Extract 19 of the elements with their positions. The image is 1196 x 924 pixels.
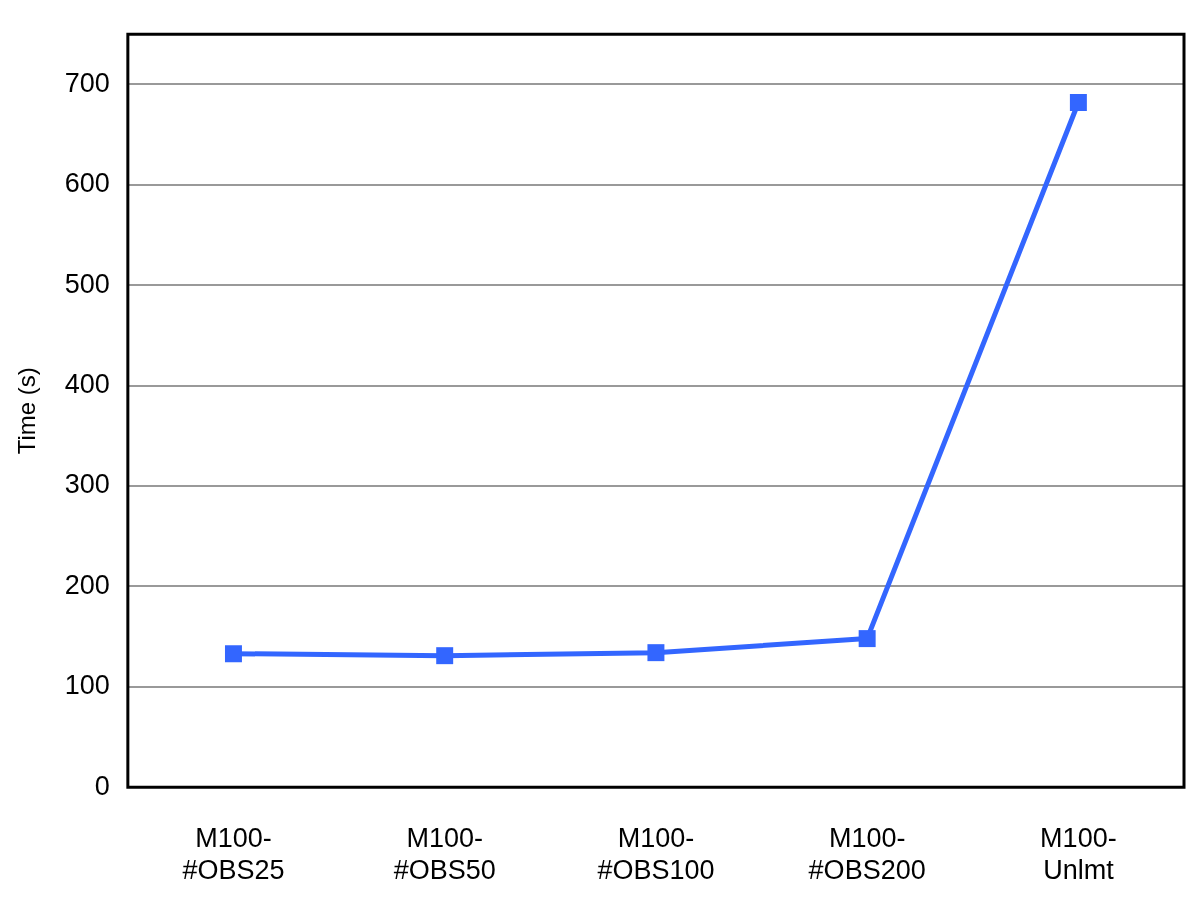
y-tick-label: 500	[64, 268, 110, 299]
x-tick-label: M100-#OBS25	[182, 822, 285, 886]
y-tick-label: 400	[64, 369, 110, 400]
x-tick-label: M100-#OBS200	[808, 822, 926, 886]
y-tick-label: 600	[64, 168, 110, 199]
point	[436, 647, 454, 665]
y-axis-title: Time (s)	[13, 367, 41, 455]
point	[1069, 93, 1087, 111]
point	[647, 644, 665, 662]
y-tick-label: 0	[94, 770, 110, 801]
x-tick-label: M100-#OBS100	[597, 822, 715, 886]
y-tick-label: 700	[64, 67, 110, 98]
y-tick-label: 100	[64, 670, 110, 701]
x-tick-label: M100-#OBS50	[393, 822, 496, 886]
y-tick-label: 300	[64, 469, 110, 500]
point	[224, 645, 242, 663]
point	[858, 630, 876, 648]
x-tick-label: M100-Unlmt	[1040, 822, 1117, 886]
y-tick-label: 200	[64, 569, 110, 600]
